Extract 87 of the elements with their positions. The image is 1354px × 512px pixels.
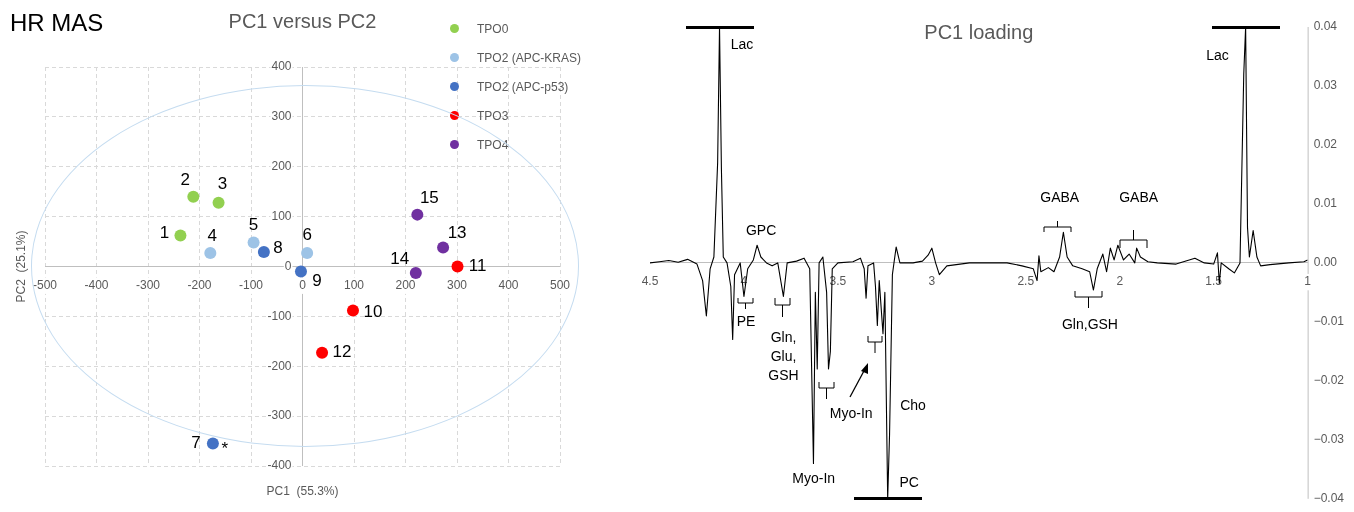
- annotation: 9: [312, 271, 322, 291]
- annotation: 8: [273, 237, 283, 257]
- y-tick-label: 100: [271, 208, 292, 223]
- point: [204, 247, 217, 260]
- y-tick-label: 0.00: [1313, 255, 1338, 270]
- y-tick-label: -200: [267, 358, 292, 373]
- point: [301, 247, 314, 260]
- point: [409, 266, 422, 279]
- annotation: GABA: [1119, 188, 1159, 205]
- x-tick-label: 2.5: [1017, 274, 1035, 289]
- x-tick-label: 3: [928, 274, 936, 289]
- point: [437, 241, 450, 254]
- annotation: 10: [363, 302, 383, 322]
- x-tick-label: 2: [1116, 274, 1124, 289]
- y-tick-label: −0.02: [1313, 373, 1345, 388]
- x-tick-label: 1: [1304, 274, 1312, 289]
- annotation: 1: [159, 223, 170, 243]
- y-tick-label: 400: [271, 59, 292, 74]
- x-tick-label: -500: [32, 278, 58, 293]
- legend-label: TPO4: [477, 137, 509, 152]
- annotation: 15: [419, 188, 439, 208]
- y-tick-label: 0: [284, 258, 292, 273]
- annotation: 3: [217, 174, 228, 194]
- x-tick-label: 0: [299, 278, 307, 293]
- annotation: 14: [390, 248, 410, 268]
- point: [451, 260, 464, 273]
- annotation: Lac: [1206, 47, 1229, 64]
- x-tick-label: 400: [498, 278, 519, 293]
- point: [247, 236, 260, 249]
- x-tick-label: 200: [395, 278, 416, 293]
- annotation: GPC: [745, 221, 777, 238]
- annotation: 6: [302, 224, 312, 244]
- annotation: PE: [736, 313, 756, 330]
- annotation: Cho: [900, 397, 927, 414]
- point: [411, 208, 424, 221]
- point: [187, 190, 200, 203]
- point: [257, 246, 270, 259]
- annotation: 7: [191, 433, 201, 453]
- point: [212, 196, 225, 209]
- y-tick-label: -100: [267, 308, 292, 323]
- x-tick-label: 500: [549, 278, 571, 293]
- y-tick-label: 300: [271, 109, 292, 124]
- x-tick-label: -200: [187, 278, 212, 293]
- annotation: Myo-In: [792, 469, 836, 486]
- annotation: *: [221, 439, 229, 459]
- point: [346, 304, 359, 317]
- annotation: 5: [248, 215, 259, 235]
- legend-label: TPO0: [477, 21, 509, 36]
- y-tick-label: −0.03: [1313, 432, 1345, 447]
- point: [294, 265, 307, 278]
- y-tick-label: −0.04: [1313, 491, 1345, 506]
- y-tick-label: 0.01: [1313, 196, 1338, 211]
- x-tick-label: -400: [84, 278, 109, 293]
- annotation: 2: [180, 170, 191, 190]
- annotation: 12: [332, 342, 352, 362]
- point: [316, 346, 329, 359]
- legend-label: TPO3: [477, 108, 509, 123]
- annotation: GABA: [1040, 188, 1080, 205]
- x-tick-label: -100: [238, 278, 264, 293]
- chart-title: PC1 versus PC2: [228, 9, 377, 32]
- chart-title: PC1 loading: [924, 20, 1034, 43]
- y-tick-label: 0.04: [1313, 19, 1338, 34]
- x-tick-label: -300: [135, 278, 161, 293]
- annotation: Gln,GSH: [1061, 316, 1118, 333]
- legend-label: TPO2 (APC-KRAS): [477, 50, 582, 65]
- x-axis-title: PC1 (55.3%): [266, 484, 339, 499]
- annotation: 13: [447, 223, 467, 243]
- annotation: Lac: [730, 35, 754, 52]
- text: HR MAS: [10, 8, 104, 36]
- annotation: 4: [207, 225, 218, 245]
- x-tick-label: 100: [343, 278, 365, 293]
- y-axis-title: PC2 (25.1%): [14, 230, 29, 303]
- annotation: 11: [468, 256, 487, 276]
- y-tick-label: 0.03: [1313, 78, 1338, 93]
- point: [206, 437, 219, 450]
- x-tick-label: 300: [446, 278, 468, 293]
- y-tick-label: 0.02: [1313, 137, 1338, 152]
- y-tick-label: −0.01: [1313, 314, 1345, 329]
- y-tick-label: 200: [271, 159, 292, 174]
- x-tick-label: 4.5: [641, 274, 659, 289]
- annotation: PC: [899, 474, 919, 491]
- legend-label: TPO2 (APC-p53): [477, 79, 569, 94]
- annotation: Myo-In: [829, 404, 873, 421]
- annotation: Gln, Glu, GSH: [768, 328, 799, 383]
- point: [174, 229, 187, 242]
- y-tick-label: -400: [267, 458, 292, 473]
- y-tick-label: -300: [267, 408, 292, 423]
